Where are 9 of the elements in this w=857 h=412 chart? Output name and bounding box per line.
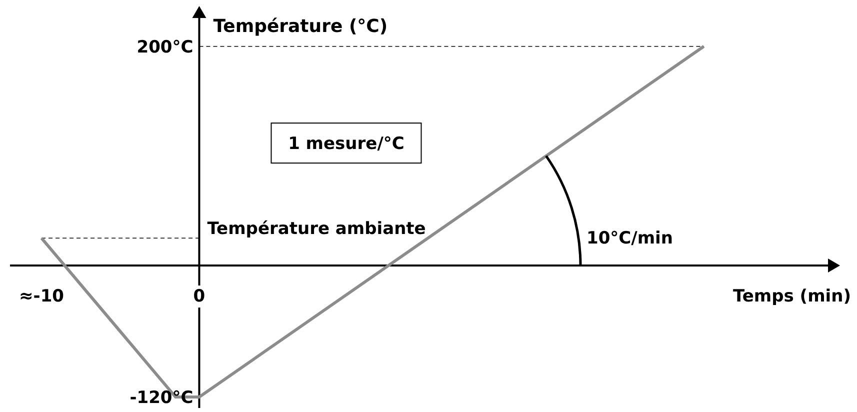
annotation: 1 mesure/°C (288, 134, 404, 154)
y-axis-title: Température (°C) (213, 16, 388, 37)
y-tick-label: 200°C (136, 37, 194, 58)
ref-line-label: Température ambiante (207, 219, 426, 240)
x-tick-label: 0 (193, 286, 206, 307)
x-axis-title: Temps (min) (733, 286, 851, 307)
x-tick-label: ≈-10 (19, 286, 64, 307)
y-tick-label: -120°C (130, 388, 194, 408)
annotation: 10°C/min (586, 228, 673, 249)
